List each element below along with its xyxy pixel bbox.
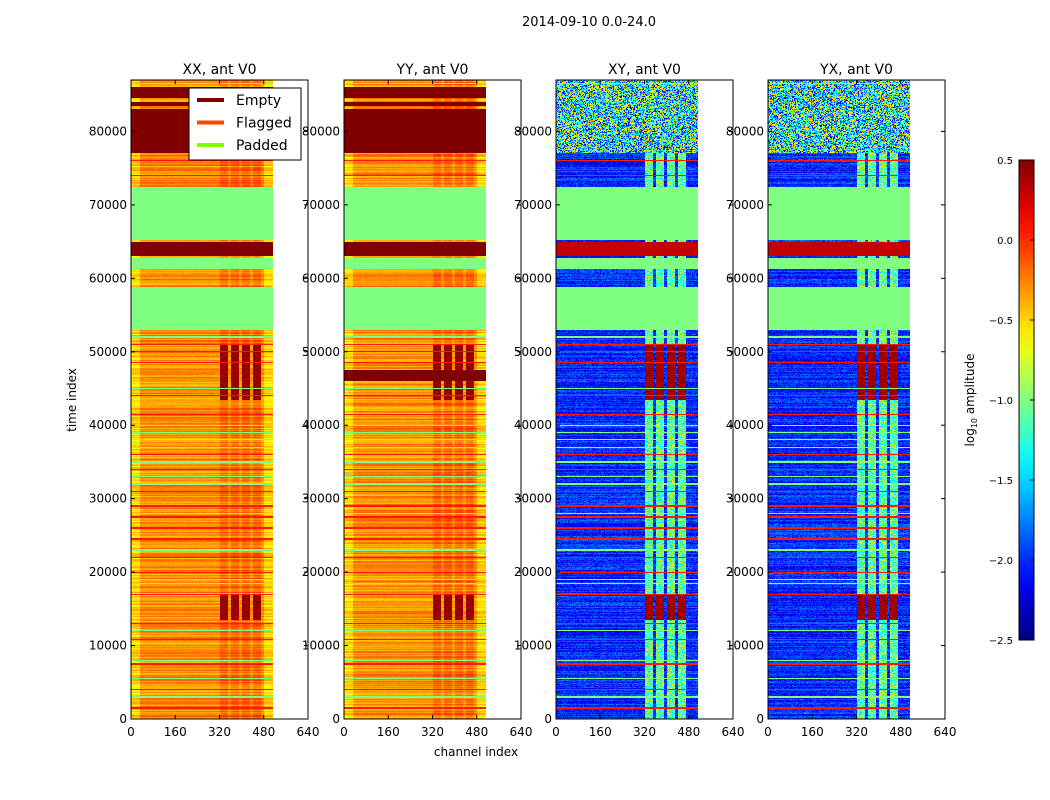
colorbar-tick-label: 0.5 [997,156,1013,167]
x-tick-label: 640 [722,725,745,739]
x-tick-label: 640 [934,725,957,739]
colorbar-tick-label: 0.0 [997,236,1013,247]
heatmap-yx [768,80,910,719]
x-tick-label: 480 [677,725,700,739]
panel-title: YY, ant V0 [396,62,469,78]
panel-xy: XY, ant V0 0 160 320 480 640 0 10000 20000 30000 4… [514,62,745,739]
legend-label-padded: Padded [236,138,288,154]
y-tick-label: 20000 [302,565,340,579]
y-tick-label: 70000 [726,198,764,212]
legend: Empty Flagged Padded [188,87,302,161]
y-tick-label: 20000 [514,565,552,579]
x-tick-label: 480 [252,725,275,739]
heatmap-yy [344,80,486,719]
y-tick-label: 0 [332,712,340,726]
y-tick-label: 80000 [302,124,340,138]
y-tick-label: 80000 [514,124,552,138]
x-tick-label: 480 [889,725,912,739]
y-tick-label: 10000 [89,639,127,653]
x-tick-label: 320 [421,725,444,739]
panel-yy: YY, ant V0 0 160 320 480 640 0 10000 20000 30000 4… [302,62,533,739]
y-tick-label: 30000 [726,492,764,506]
y-tick-label: 40000 [514,418,552,432]
x-axis-label: channel index [434,745,518,759]
y-tick-label: 80000 [89,124,127,138]
panel-xx: XX, ant V0 0 160 320 480 640 0 10000 20000 30000 4… [89,62,320,739]
panel-title: XX, ant V0 [183,62,257,78]
y-tick-label: 10000 [726,639,764,653]
panel-title: YX, ant V0 [819,62,893,78]
colorbar-tick-label: −2.0 [989,556,1013,567]
x-tick-label: 320 [633,725,656,739]
y-tick-label: 50000 [514,345,552,359]
y-tick-label: 50000 [302,345,340,359]
x-tick-label: 0 [552,725,560,739]
y-tick-label: 40000 [302,418,340,432]
axes-frame [555,79,734,720]
x-tick-label: 160 [801,725,824,739]
x-tick-label: 640 [510,725,533,739]
y-tick-label: 40000 [726,418,764,432]
y-tick-label: 10000 [302,639,340,653]
y-tick-label: 20000 [89,565,127,579]
colorbar-tick-label: −2.5 [989,636,1013,647]
x-tick-label: 0 [127,725,135,739]
figure-title: 2014-09-10 0.0-24.0 [522,15,656,30]
panel-title: XY, ant V0 [608,62,681,78]
x-tick-label: 160 [377,725,400,739]
y-tick-label: 0 [756,712,764,726]
axes-frame [767,79,946,720]
y-tick-label: 30000 [302,492,340,506]
colorbar: log10 amplitude 0.5 0.0 −0.5 −1.0 −1.5 −2.0 −2… [963,156,1035,647]
y-tick-label: 60000 [514,271,552,285]
y-tick-label: 40000 [89,418,127,432]
colorbar-tick-label: −0.5 [989,316,1013,327]
y-tick-label: 30000 [514,492,552,506]
y-axis-label: time index [65,368,79,432]
axes-frame [343,79,522,720]
x-tick-label: 320 [208,725,231,739]
x-tick-label: 480 [465,725,488,739]
y-tick-label: 20000 [726,565,764,579]
axes-frame [130,79,309,720]
colorbar-tick-label: −1.0 [989,396,1013,407]
x-tick-label: 0 [764,725,772,739]
y-tick-label: 70000 [302,198,340,212]
y-tick-label: 0 [544,712,552,726]
y-tick-label: 80000 [726,124,764,138]
y-tick-label: 70000 [89,198,127,212]
x-tick-label: 320 [845,725,868,739]
panel-yx: YX, ant V0 0 160 320 480 640 0 10000 20000 30000 4… [726,62,957,739]
heatmap-xx [131,80,273,719]
x-tick-label: 0 [340,725,348,739]
x-tick-label: 160 [589,725,612,739]
y-tick-label: 10000 [514,639,552,653]
y-tick-label: 0 [119,712,127,726]
colorbar-label: log10 amplitude [963,354,979,447]
y-tick-label: 60000 [302,271,340,285]
y-tick-label: 50000 [726,345,764,359]
x-tick-label: 160 [164,725,187,739]
y-tick-label: 70000 [514,198,552,212]
x-tick-label: 640 [297,725,320,739]
colorbar-tick-label: −1.5 [989,476,1013,487]
heatmap-xy [556,80,698,719]
legend-label-flagged: Flagged [236,116,292,132]
legend-label-empty: Empty [236,93,281,109]
y-tick-label: 30000 [89,492,127,506]
y-tick-label: 60000 [89,271,127,285]
y-tick-label: 50000 [89,345,127,359]
y-tick-label: 60000 [726,271,764,285]
